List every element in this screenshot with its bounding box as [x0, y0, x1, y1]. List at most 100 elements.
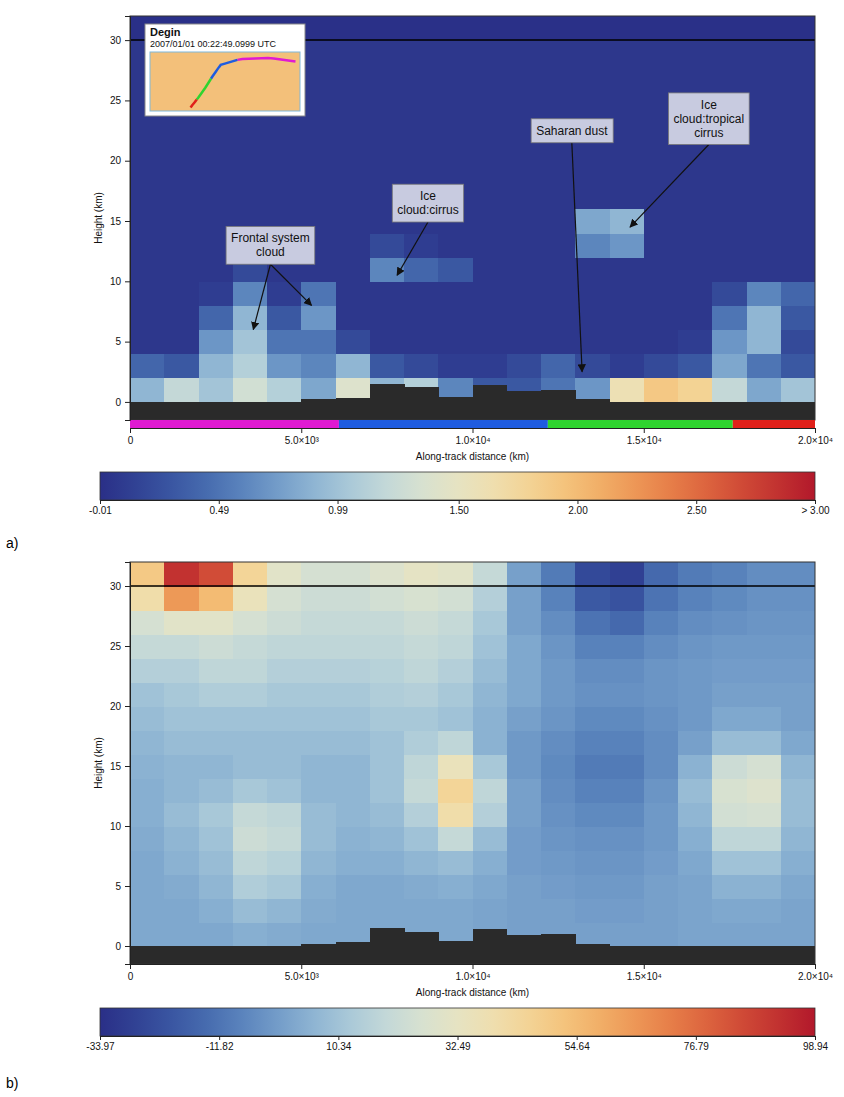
axis-line — [101, 501, 816, 505]
cell — [336, 826, 371, 851]
cell — [644, 682, 679, 707]
cell — [507, 778, 542, 803]
cell — [404, 16, 439, 41]
cell — [404, 586, 439, 611]
cell — [575, 658, 610, 683]
tick-label: 10 — [110, 821, 122, 832]
ground — [233, 946, 268, 964]
cell — [507, 64, 542, 89]
tick-label: 20 — [110, 701, 122, 712]
tick-mark — [125, 946, 130, 947]
cell — [712, 64, 747, 89]
y-axis-title: Height (km) — [93, 737, 104, 789]
cell — [267, 378, 302, 403]
tick: 0.99 — [328, 500, 348, 516]
cell — [199, 610, 234, 635]
annotation-box — [226, 226, 315, 264]
ground — [575, 399, 610, 420]
cell — [712, 658, 747, 683]
cell — [575, 281, 610, 306]
cell — [233, 305, 268, 330]
tick-label: 0 — [115, 397, 121, 408]
cell — [678, 874, 713, 899]
cell — [541, 826, 576, 851]
cell — [747, 16, 782, 41]
cell — [164, 850, 199, 875]
cell — [712, 562, 747, 587]
colorbar — [100, 1008, 815, 1036]
cell — [370, 730, 405, 755]
cell — [541, 16, 576, 41]
cell — [404, 802, 439, 827]
cell — [712, 233, 747, 258]
cell — [473, 281, 508, 306]
cell — [678, 586, 713, 611]
cell — [336, 209, 371, 234]
inset-frame — [145, 24, 305, 116]
cell — [130, 850, 165, 875]
cell — [438, 610, 473, 635]
cell — [541, 778, 576, 803]
cell — [199, 305, 234, 330]
cell — [473, 706, 508, 731]
cell — [267, 922, 302, 947]
cell — [507, 88, 542, 113]
cell — [473, 88, 508, 113]
cell — [781, 185, 815, 210]
plot-frame — [130, 562, 815, 964]
cell — [747, 64, 782, 89]
cell — [130, 378, 165, 403]
cell — [370, 586, 405, 611]
cell — [678, 305, 713, 330]
cell — [781, 16, 815, 41]
cell — [541, 658, 576, 683]
ground — [747, 946, 782, 964]
cell — [233, 161, 268, 186]
cell — [507, 161, 542, 186]
cell — [473, 64, 508, 89]
cell — [575, 88, 610, 113]
tick: 1.5×10⁴ — [627, 964, 662, 982]
cell — [610, 330, 645, 355]
cell — [712, 850, 747, 875]
cell — [644, 562, 679, 587]
cell — [267, 730, 302, 755]
cell — [336, 16, 371, 41]
cell — [644, 922, 679, 947]
cell — [370, 354, 405, 379]
tick: 0 — [128, 428, 134, 446]
cell — [233, 922, 268, 947]
cell — [747, 257, 782, 282]
cell — [747, 802, 782, 827]
cell — [473, 658, 508, 683]
cell — [507, 586, 542, 611]
cell — [370, 706, 405, 731]
cell — [507, 40, 542, 65]
cell — [678, 354, 713, 379]
cell — [747, 137, 782, 162]
cell — [130, 682, 165, 707]
cell — [233, 826, 268, 851]
cell — [610, 874, 645, 899]
cell — [575, 161, 610, 186]
tick-label: -33.97 — [86, 1041, 115, 1052]
cell — [507, 850, 542, 875]
tick-label: 25 — [110, 95, 122, 106]
cell — [404, 161, 439, 186]
ground — [438, 397, 473, 420]
cell — [575, 802, 610, 827]
cell — [404, 112, 439, 137]
cell — [336, 898, 371, 923]
cell — [712, 161, 747, 186]
cell — [336, 874, 371, 899]
cell — [610, 610, 645, 635]
cell — [781, 706, 815, 731]
cell — [747, 658, 782, 683]
tick: -0.01 — [89, 500, 112, 516]
cell — [336, 610, 371, 635]
cell — [199, 281, 234, 306]
cell — [610, 922, 645, 947]
ground — [712, 946, 747, 964]
cell — [644, 330, 679, 355]
cells — [130, 16, 815, 402]
